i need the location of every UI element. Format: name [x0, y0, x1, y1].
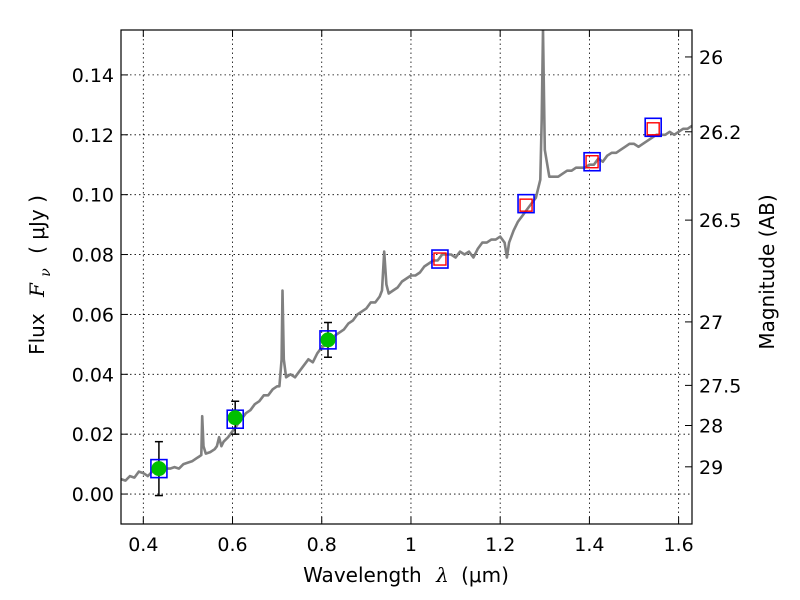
blue-square-marker	[150, 458, 168, 479]
right-tick-label: 26.5	[699, 210, 741, 232]
y-axis-label-subscript: ν	[38, 268, 54, 277]
y-axis-label: Flux F ν ( μJy )	[25, 195, 55, 355]
y-tick-label: 0.00	[72, 484, 114, 506]
spectrum-line	[121, 30, 692, 482]
green-circle-marker	[151, 461, 167, 477]
red-square-marker	[433, 252, 447, 266]
x-tick-label: 1.2	[485, 534, 515, 556]
right-tick-label: 28	[699, 415, 723, 437]
green-circle-marker	[227, 410, 243, 426]
x-axis-label-unit: (μm)	[461, 563, 509, 587]
blue-square-marker	[517, 193, 535, 214]
marker-layer	[150, 117, 662, 479]
x-axis-label-text: Wavelength	[303, 563, 422, 587]
y-axis-label-unit: ( μJy )	[25, 195, 49, 254]
errorbar-layer	[154, 321, 332, 497]
grid-lines	[121, 30, 692, 524]
y-tick-label: 0.04	[72, 364, 114, 386]
red-square-marker	[646, 122, 660, 136]
right-tick-label: 26.2	[699, 122, 741, 144]
y-tick-label: 0.12	[72, 125, 114, 147]
right-tick-label: 26	[699, 47, 723, 69]
blue-square-marker	[319, 330, 337, 350]
x-tick-label: 1	[405, 534, 417, 556]
y-axis-label-symbol: F	[25, 282, 49, 298]
y-tick-label: 0.06	[72, 304, 114, 326]
x-tick-label: 0.6	[217, 534, 247, 556]
y-tick-label: 0.02	[72, 424, 114, 446]
spectrum-line-layer	[121, 30, 692, 482]
right-tick-label: 27.5	[699, 375, 741, 397]
right-tick-label: 29	[699, 457, 723, 479]
x-tick-label: 1.6	[664, 534, 694, 556]
y-axis-label-text: Flux	[25, 313, 49, 355]
tick-layer: 0.4 0.6 0.8 1 1.2 1.4 1.6 0.00 0.02 0.04 0.06 0.08 0…	[72, 30, 741, 556]
x-tick-label: 0.8	[307, 534, 337, 556]
blue-square-marker	[644, 117, 662, 138]
right-tick-label: 27	[699, 312, 723, 334]
x-tick-label: 0.4	[128, 534, 158, 556]
red-square-marker	[585, 155, 599, 169]
right-axis-label: Magnitude (AB)	[755, 194, 779, 349]
y-tick-label: 0.10	[72, 185, 114, 207]
red-square-marker	[519, 198, 533, 212]
blue-square-marker	[583, 151, 601, 172]
plot-frame	[120, 29, 693, 525]
green-circle-marker	[320, 332, 336, 348]
y-tick-label: 0.08	[72, 245, 114, 267]
blue-square-marker	[431, 249, 449, 269]
x-tick-label: 1.4	[574, 534, 604, 556]
y-tick-label: 0.14	[72, 65, 114, 87]
x-axis-label: Wavelength λ (μm)	[303, 563, 509, 587]
blue-square-marker	[226, 409, 244, 430]
x-axis-label-symbol: λ	[435, 563, 449, 587]
